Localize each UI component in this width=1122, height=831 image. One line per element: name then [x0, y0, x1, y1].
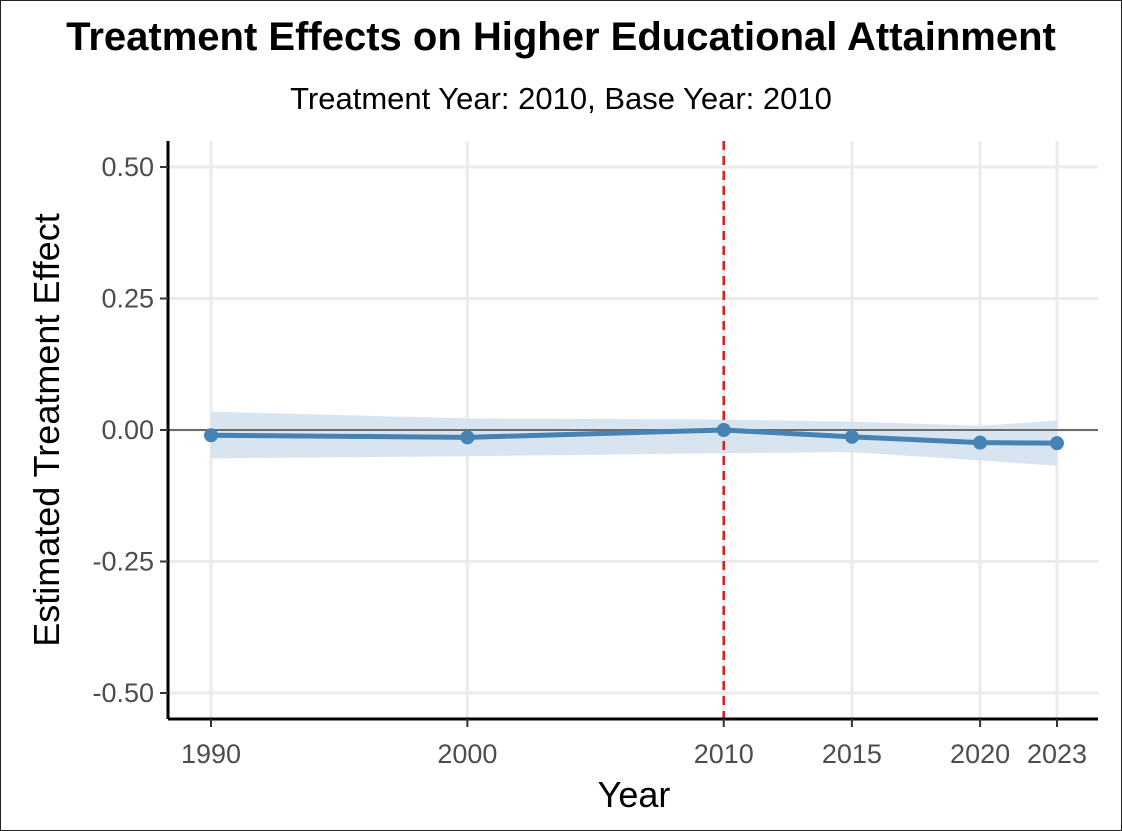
chart-subtitle: Treatment Year: 2010, Base Year: 2010 — [290, 81, 832, 116]
y-tick-label: 0.50 — [101, 152, 154, 182]
data-point — [460, 430, 475, 445]
y-tick-label: 0.25 — [101, 284, 154, 314]
data-point — [844, 429, 859, 444]
x-tick-label: 1990 — [181, 739, 241, 769]
chart-title: Treatment Effects on Higher Educational … — [66, 15, 1056, 59]
series-line — [210, 427, 1058, 446]
y-tick-label: 0.00 — [101, 415, 154, 445]
x-axis-title: Year — [598, 774, 671, 815]
series-line-layer — [210, 427, 1058, 446]
confidence-band-layer — [211, 411, 1057, 466]
y-tick-labels: -0.50 -0.25 0.00 0.25 0.50 — [92, 152, 154, 708]
data-point — [716, 423, 731, 437]
y-tick-label: -0.25 — [92, 547, 154, 577]
x-tick-labels: 1990 2000 2010 2015 2020 2023 — [181, 739, 1087, 769]
x-tick-label: 2023 — [1027, 739, 1087, 769]
reference-lines — [168, 141, 1098, 719]
data-point — [1050, 436, 1064, 451]
data-point — [204, 428, 218, 443]
confidence-band — [211, 411, 1057, 466]
y-tick-label: -0.50 — [92, 678, 154, 708]
data-point — [973, 435, 988, 450]
x-tick-label: 2000 — [437, 739, 497, 769]
x-tick-label: 2020 — [950, 739, 1010, 769]
series-points — [204, 423, 1064, 451]
x-tick-label: 2015 — [822, 739, 882, 769]
axes — [160, 141, 1098, 727]
x-tick-label: 2010 — [694, 739, 754, 769]
y-axis-title: Estimated Treatment Effect — [26, 213, 67, 647]
